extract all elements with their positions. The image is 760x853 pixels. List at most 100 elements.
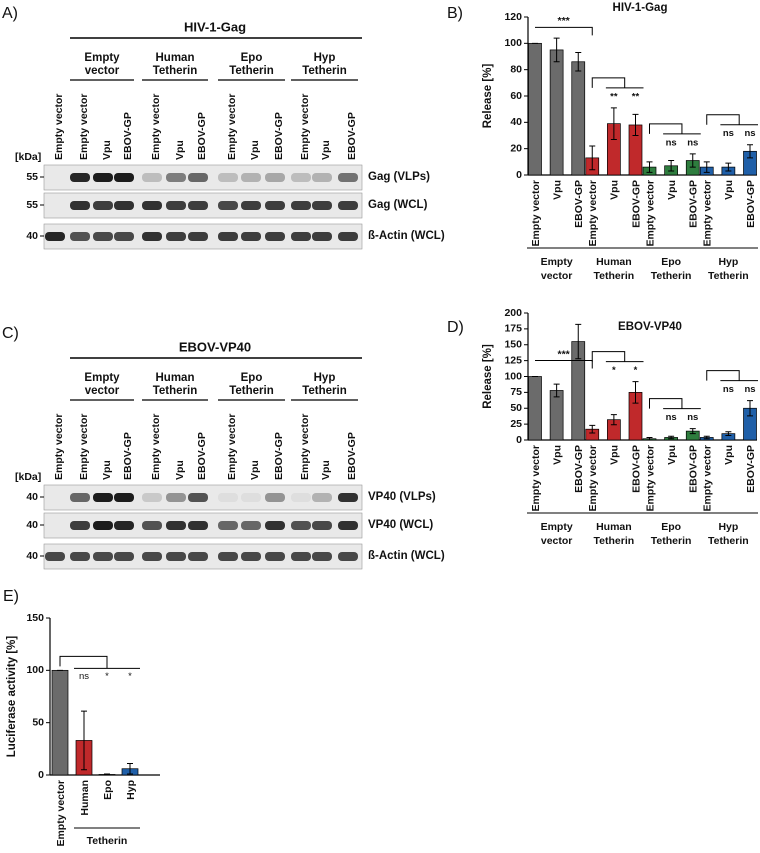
error-bar [610,107,617,140]
y-tick-label: 150 [504,339,522,351]
y-tick-label: 0 [516,434,522,446]
sig-label: * [612,365,616,376]
lane-label: EBOV-GP [122,112,134,160]
band [188,552,208,561]
sig-bracket [649,123,701,135]
error-bar [668,435,675,440]
band [291,232,311,241]
band [142,552,162,561]
lane-label: EBOV-GP [196,112,208,160]
x-tick-label: EBOV-GP [630,180,642,228]
band [241,552,261,561]
group-label: Tetherin [594,270,635,282]
sig-bracket [591,77,644,89]
band [70,493,90,502]
lane-label: EBOV-GP [273,112,285,160]
kda-marker: 40 [26,519,38,531]
lane-label: Empty vector [78,93,90,160]
band [312,521,332,530]
band [142,521,162,530]
y-tick-label: 20 [510,142,522,154]
band [114,201,134,210]
error-bar [646,161,653,173]
band [166,173,186,182]
y-tick-label: 200 [504,307,522,319]
sig-bracket [591,351,644,363]
y-axis-label: Release [%] [482,344,494,409]
x-tick-label: Empty vector [702,445,714,512]
error-bar [703,435,710,440]
band [241,232,261,241]
x-tick-label: Hyp [125,780,137,800]
y-tick-label: 75 [510,386,522,398]
band [291,552,311,561]
group-label: Tetherin [651,270,692,282]
chart-title: HIV-1-Gag [613,2,668,14]
x-tick-label: Vpu [666,180,678,200]
band [93,201,113,210]
x-tick-label: Empty vector [55,780,67,847]
sig-bracket [535,26,593,36]
lane-label: Empty vector [299,93,311,160]
y-tick-label: 150 [26,612,44,624]
lane-label: Vpu [101,140,113,160]
x-tick-label: EBOV-GP [688,180,700,228]
lane-label: Vpu [320,140,332,160]
lane-label: EBOV-GP [196,432,208,480]
group-label: Empty [84,372,120,384]
x-tick-label: Empty vector [530,180,542,247]
bar [549,390,564,441]
lane-label: EBOV-GP [273,432,285,480]
band [142,201,162,210]
sig-label: ns [723,128,734,139]
y-tick-label: 25 [510,418,522,430]
x-tick-label: Human [79,780,91,816]
group-label: Epo [661,256,681,268]
band [114,232,134,241]
blot-title: HIV-1-Gag [184,19,246,34]
group-label: Tetherin [708,535,749,547]
band [93,232,113,241]
lane-label: Empty vector [53,93,65,160]
error-bar [725,431,732,437]
lane-label: Vpu [249,140,261,160]
bar [549,49,564,176]
band [142,493,162,502]
blot-title: EBOV-VP40 [179,339,251,354]
band [93,521,113,530]
group-label: vector [541,535,573,547]
sig-label: *** [557,348,570,360]
group-label: Tetherin [302,385,347,397]
group-label: Human [596,256,632,268]
bar [528,42,542,176]
sig-label: ns [666,412,677,423]
row-label: VP40 (VLPs) [368,491,436,503]
error-bar [575,52,582,72]
band [241,201,261,210]
band [93,552,113,561]
sig-label: ** [632,91,640,102]
band [70,521,90,530]
band [218,521,238,530]
band [338,521,358,530]
group-label: Epo [241,372,263,384]
y-tick-label: 50 [32,716,44,728]
lane-label: Empty vector [78,413,90,480]
band [241,173,261,182]
sig-label: * [128,671,132,682]
error-bar [81,710,87,771]
group-label: Empty [84,52,120,64]
sig-bracket [59,655,140,669]
sig-label: ns [723,384,734,395]
panel-label: B) [447,5,463,22]
sig-label: ns [79,671,89,682]
lane-label: EBOV-GP [346,112,358,160]
error-bar [747,144,753,159]
bar [528,376,542,441]
error-bar [689,428,696,435]
band [291,521,311,530]
band [241,493,261,502]
band [70,552,90,561]
y-tick-label: 0 [516,169,522,181]
